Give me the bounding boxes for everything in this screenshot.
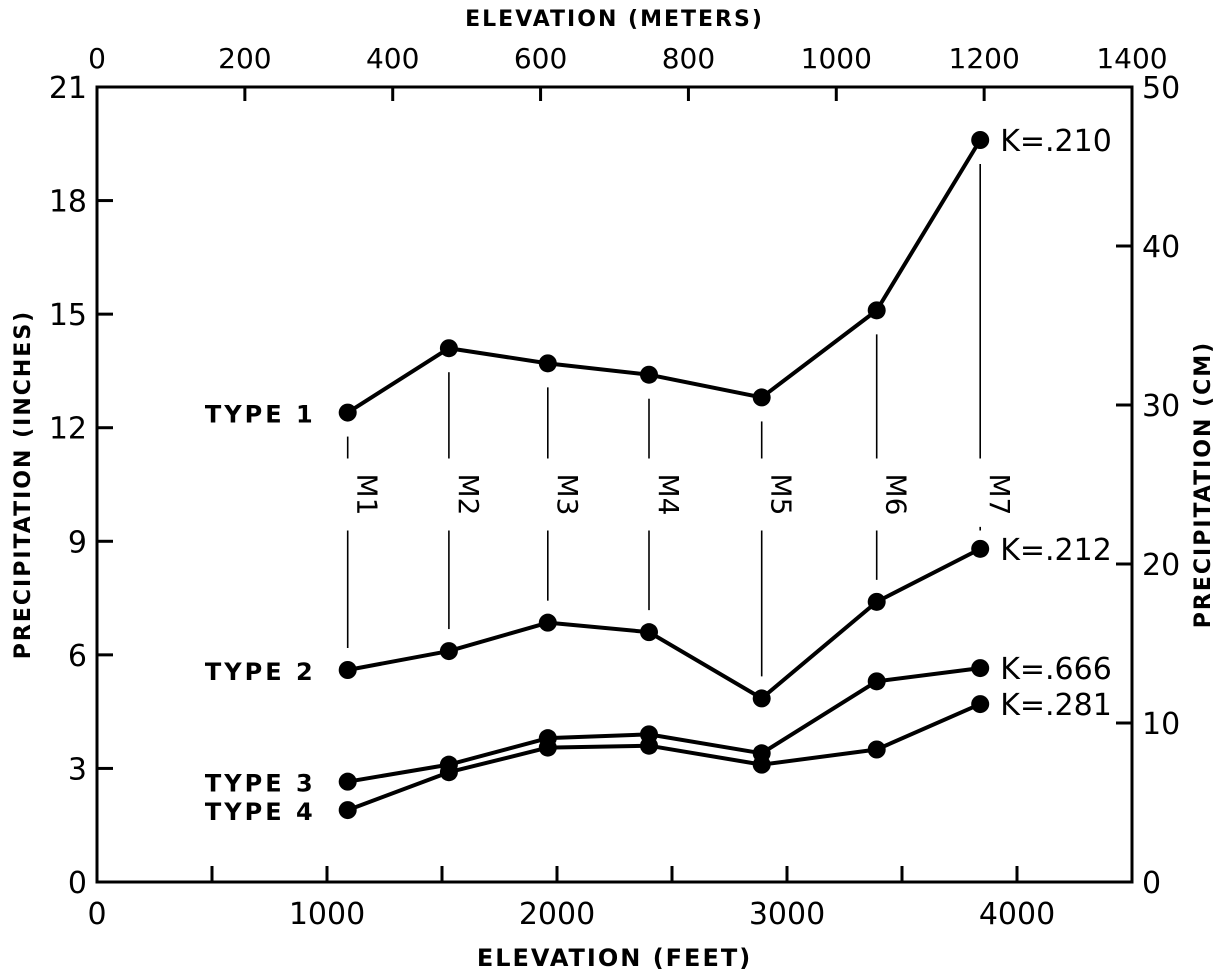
k-value-label: K=.212 — [1000, 533, 1112, 568]
y-tick-label: 18 — [49, 185, 87, 220]
data-point — [538, 613, 557, 632]
x-top-tick-label: 1400 — [1096, 42, 1167, 75]
plot-frame — [95, 85, 1134, 884]
data-point — [338, 772, 357, 791]
data-point — [971, 695, 990, 714]
y-right-tick-label: 10 — [1142, 707, 1180, 742]
y-right-tick-label: 50 — [1142, 71, 1180, 106]
site-label: M6 — [880, 474, 913, 516]
y-tick-label: 3 — [68, 752, 87, 787]
data-point — [640, 623, 658, 642]
series-name-label: Type 4 — [205, 798, 316, 826]
x-tick-label: 2000 — [519, 897, 595, 932]
site-label: M1 — [351, 474, 384, 516]
data-point — [538, 354, 557, 373]
data-point — [971, 539, 990, 558]
x-tick-label: 0 — [87, 897, 106, 932]
data-point — [867, 592, 886, 611]
y-tick-label: 12 — [49, 412, 87, 447]
site-markers — [346, 164, 982, 677]
site-label: M7 — [983, 474, 1016, 516]
site-label: M5 — [765, 474, 798, 516]
data-point — [439, 763, 458, 782]
series-line — [347, 547, 982, 701]
y-tick-label: 9 — [68, 525, 87, 560]
data-point — [971, 659, 990, 678]
site-label: M4 — [652, 474, 685, 516]
x-top-axis-title: Elevation (meters) — [465, 7, 764, 32]
y-tick-label: 6 — [68, 639, 87, 674]
data-point — [971, 131, 990, 149]
y-right-tick-label: 30 — [1142, 389, 1180, 424]
series-name-label: Type 2 — [205, 658, 316, 686]
y-axis-title: Precipitation (inches) — [11, 310, 36, 659]
series-name-label: Type 3 — [205, 770, 316, 798]
y-right-tick-label: 0 — [1142, 866, 1161, 901]
data-point — [338, 403, 357, 422]
data-point — [338, 801, 357, 820]
data-point — [338, 661, 357, 679]
k-value-label: K=.210 — [1000, 124, 1112, 159]
data-point — [752, 689, 771, 708]
data-point — [538, 738, 557, 757]
y-right-axis-title: Precipitation (cm) — [1191, 341, 1216, 628]
series-line — [346, 702, 982, 812]
y-right-tick-label: 20 — [1142, 548, 1180, 583]
axis-ticks — [95, 85, 1134, 884]
x-tick-label: 4000 — [979, 897, 1055, 932]
x-top-tick-label: 0 — [88, 42, 106, 75]
series-lines — [338, 131, 990, 820]
y-right-tick-label: 40 — [1142, 230, 1180, 265]
series-line — [346, 138, 982, 415]
x-top-tick-label: 400 — [366, 42, 419, 75]
data-point — [867, 672, 886, 691]
x-axis-title: Elevation (feet) — [477, 944, 752, 972]
k-value-label: K=.666 — [1000, 652, 1112, 687]
y-tick-label: 21 — [49, 71, 87, 106]
x-top-tick-label: 800 — [662, 42, 715, 75]
x-top-tick-label: 1000 — [801, 42, 872, 75]
data-point — [640, 365, 658, 384]
x-tick-label: 3000 — [749, 897, 825, 932]
data-point — [752, 388, 771, 407]
data-point — [867, 740, 886, 759]
k-value-label: K=.281 — [1000, 688, 1112, 723]
data-point — [439, 339, 458, 358]
y-tick-label: 0 — [68, 866, 87, 901]
site-label: M3 — [551, 474, 584, 516]
data-point — [752, 755, 771, 774]
x-top-tick-label: 600 — [514, 42, 567, 75]
data-point — [640, 736, 658, 755]
axes-frame — [95, 85, 1134, 884]
x-top-tick-label: 1200 — [949, 42, 1020, 75]
data-point — [867, 301, 886, 320]
site-label: M2 — [452, 474, 485, 516]
x-top-tick-label: 200 — [218, 42, 271, 75]
x-tick-label: 1000 — [289, 897, 365, 932]
data-point — [439, 642, 458, 661]
y-tick-label: 15 — [49, 298, 87, 333]
series-name-label: Type 1 — [205, 401, 316, 429]
